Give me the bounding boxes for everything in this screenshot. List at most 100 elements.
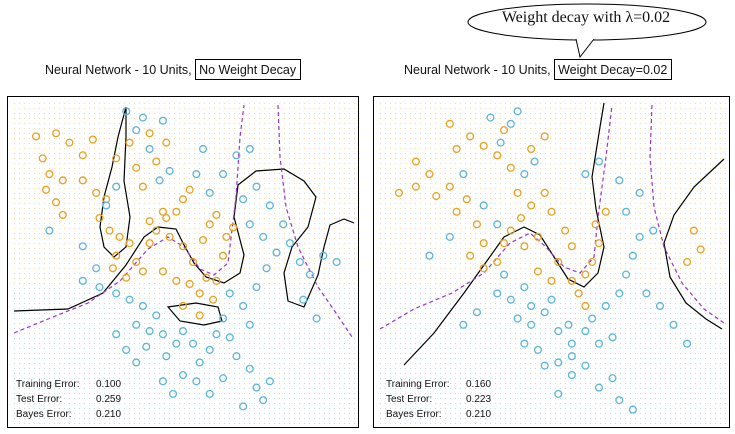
orange-point <box>185 279 194 289</box>
blue-point <box>513 107 522 116</box>
blue-point <box>567 352 576 361</box>
blue-point <box>628 251 637 260</box>
orange-point <box>588 257 597 267</box>
blue-point <box>155 176 164 185</box>
orange-point <box>222 232 231 241</box>
left-plot-svg <box>13 103 355 424</box>
orange-point <box>58 176 67 185</box>
blue-point <box>172 339 181 348</box>
blue-point <box>272 248 281 257</box>
orange-point <box>145 239 154 248</box>
blue-point <box>122 107 131 116</box>
blue-point <box>295 257 304 267</box>
orange-point <box>165 232 174 241</box>
orange-point <box>92 188 101 197</box>
blue-point <box>158 377 168 386</box>
right-panel-title: Neural Network - 10 Units, Weight Decay=… <box>404 59 673 80</box>
orange-point <box>122 273 131 282</box>
orange-point <box>172 276 181 285</box>
blue-point <box>622 207 631 216</box>
blue-point <box>125 295 134 304</box>
blue-point <box>493 289 502 298</box>
orange-point <box>178 195 188 204</box>
orange-point <box>188 257 198 267</box>
orange-point <box>162 213 171 223</box>
blue-point <box>285 239 294 248</box>
orange-point <box>152 157 161 166</box>
blue-point <box>332 257 341 267</box>
orange-point <box>479 239 488 248</box>
blue-point <box>232 151 241 160</box>
orange-point <box>479 141 488 150</box>
orange-point <box>513 188 522 197</box>
blue-point <box>178 370 188 380</box>
orange-point <box>462 195 471 204</box>
orange-point <box>185 185 194 194</box>
orange-point <box>520 242 529 251</box>
blue-point <box>655 301 665 311</box>
blue-point <box>259 396 268 405</box>
orange-point <box>411 182 420 191</box>
left-plot: Training Error: 0.100 Test Error: 0.259 … <box>7 96 359 428</box>
blue-point <box>486 113 495 122</box>
orange-point <box>499 239 509 248</box>
blue-point <box>112 182 121 191</box>
orange-point <box>479 264 488 273</box>
blue-point <box>145 327 154 336</box>
blue-point <box>138 113 147 122</box>
orange-point <box>466 132 475 141</box>
orange-point <box>601 207 610 216</box>
orange-point <box>198 235 208 245</box>
right-plot-svg <box>379 102 726 424</box>
orange-point <box>581 270 590 279</box>
orange-point <box>125 138 134 147</box>
blue-point <box>162 352 171 361</box>
orange-point <box>432 192 441 201</box>
blue-point <box>265 377 274 386</box>
orange-point <box>205 220 214 229</box>
blue-point <box>142 342 151 351</box>
orange-point <box>158 207 168 216</box>
blue-point <box>212 330 221 339</box>
blue-point <box>192 377 201 386</box>
blue-point <box>158 116 168 125</box>
scatter-points <box>31 107 341 411</box>
blue-point <box>459 170 468 179</box>
left-test-error: Test Error: 0.259 <box>16 394 122 405</box>
blue-point <box>499 270 509 279</box>
orange-point <box>554 257 563 267</box>
callout-balloon <box>467 3 707 58</box>
blue-point <box>608 374 617 383</box>
blue-point <box>554 327 563 336</box>
orange-point <box>591 220 600 229</box>
orange-point <box>138 267 147 276</box>
blue-point <box>245 144 254 154</box>
orange-point <box>105 226 114 235</box>
orange-point <box>452 144 461 154</box>
left-title-prefix: Neural Network - 10 Units, <box>45 63 192 77</box>
orange-point <box>411 157 420 166</box>
blue-point <box>594 383 604 392</box>
blue-point <box>594 339 604 348</box>
blue-point <box>239 402 248 411</box>
orange-point <box>561 226 570 235</box>
blue-point <box>642 289 651 298</box>
blue-point <box>540 361 549 370</box>
blue-point <box>259 232 268 241</box>
left-decision-boundary <box>13 168 355 312</box>
left-bayes-error: Bayes Error: 0.210 <box>16 409 122 420</box>
right-boundary-right <box>663 158 725 330</box>
orange-point <box>115 232 124 241</box>
blue-point <box>138 301 147 311</box>
orange-point <box>683 257 692 267</box>
blue-point <box>588 314 597 323</box>
blue-point <box>615 289 624 298</box>
orange-point <box>162 138 171 147</box>
blue-point <box>45 226 54 235</box>
blue-point <box>527 320 536 329</box>
orange-point <box>594 239 604 248</box>
orange-point <box>445 182 454 191</box>
blue-point <box>205 389 214 398</box>
blue-point <box>198 144 208 154</box>
blue-point <box>245 220 254 229</box>
